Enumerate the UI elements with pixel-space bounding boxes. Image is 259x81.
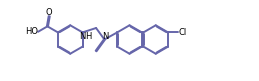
- Text: N: N: [102, 32, 109, 41]
- Text: O: O: [46, 8, 52, 17]
- Text: H: H: [85, 32, 91, 41]
- Text: HO: HO: [25, 27, 38, 36]
- Text: Cl: Cl: [178, 28, 187, 37]
- Text: N: N: [79, 32, 86, 41]
